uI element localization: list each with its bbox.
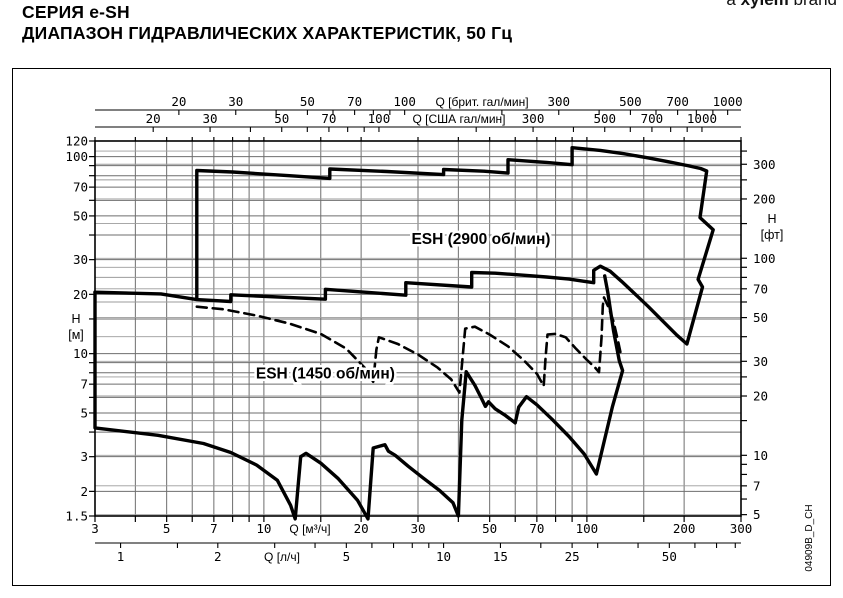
x-axis-us-gpm: 20 30 50 70 100 300 500 700 1000 Q [США гал/мин] [95,111,741,132]
x-axis-uk-gpm-tick-label: 100 [393,94,416,109]
brand-logo-clipped: a xylem brand [726,0,837,12]
x-axis-us-gpm-tick-label: 20 [146,111,161,126]
x-axis-us-gpm-tick-label: 500 [593,111,616,126]
x-axis-m3h-tick-label: 300 [730,521,753,536]
y-axis-m-title: H [71,312,80,326]
y-axis-m-tick-label: 30 [73,252,88,267]
x-axis-m3h-tick-label: 10 [256,521,271,536]
y-axis-m-tick-label: 7 [80,377,88,392]
y-axis-m-tick-label: 5 [80,405,88,420]
x-axis-us-gpm-tick-label: 700 [641,111,664,126]
y-axis-m-tick-label: 20 [73,287,88,302]
envelope-path [93,146,715,346]
x-axis-m3h-tick-label: 100 [576,521,599,536]
y-axis-m-tick-label: 3 [80,449,88,464]
x-axis-us-gpm-title: Q [США гал/мин] [412,112,505,126]
x-axis-uk-gpm-tick-label: 70 [347,94,362,109]
y-axis-ft-tick-label: 5 [753,507,761,522]
y-axis-ft-tick-label: 70 [753,281,768,296]
x-axis-m3h-tick-label: 7 [210,521,218,536]
x-axis-uk-gpm: 20 30 50 70 100 300 500 700 1000 Q [брит. гал/мин… [95,94,743,115]
x-axis-m3h-tick-label: 200 [673,521,696,536]
y-axis-m-tick-label: 120 [65,134,88,149]
x-axis-m3h-tick-label: 5 [163,521,171,536]
x-axis-m3h-labels: 3 5 7 10 20 30 50 70 100 200 300 Q [м³/ч] [91,521,752,536]
x-axis-m3h-tick-label: 3 [91,521,99,536]
chart-outer-border [12,68,831,586]
y-axis-ft-tick-label: 50 [753,310,768,325]
x-axis-uk-gpm-tick-label: 1000 [713,94,743,109]
y-axis-m-tick-label: 2 [80,484,88,499]
x-axis-m3h-title: Q [м³/ч] [289,522,330,536]
x-axis-m3h-tick-label: 30 [410,521,425,536]
y-axis-m-tick-label: 100 [65,149,88,164]
series-2900 [93,146,715,521]
x-axis-uk-gpm-tick-label: 30 [228,94,243,109]
xylem-brand-text: a xylem brand [726,0,837,10]
page-title: СЕРИЯ e-SH ДИАПАЗОН ГИДРАВЛИЧЕСКИХ ХАРАК… [22,2,512,43]
series-1450 [195,296,622,394]
grid-layer [94,140,742,517]
x-axis-m3h-tick-label: 20 [354,521,369,536]
x-axis-lps-tick-label: 2 [214,549,222,564]
x-axis-lps-tick-label: 25 [565,549,580,564]
y-axis-m-tick-label: 1.5 [65,509,88,524]
y-axis-ft-tick-label: 7 [753,478,761,493]
y-axis-ft-tick-label: 200 [753,191,776,206]
x-axis-lps-title: Q [л/ч] [264,550,300,564]
y-axis-m-tick-label: 50 [73,208,88,223]
y-axis-ft-labels: 300 200 100 70 50 30 20 10 7 5 H [фт] [753,157,783,522]
y-axis-ft-tick-label: 30 [753,354,768,369]
x-axis-uk-gpm-tick-label: 50 [300,94,315,109]
x-axis-uk-gpm-tick-label: 700 [666,94,689,109]
y-axis-m-tick-label: 10 [73,346,88,361]
x-axis-us-gpm-tick-label: 1000 [687,111,717,126]
y-axis-ft-unit: [фт] [761,228,784,242]
y-axis-ft-tick-label: 100 [753,251,776,266]
x-axis-us-gpm-tick-label: 100 [368,111,391,126]
y-axis-ft-tick-label: 300 [753,157,776,172]
page-title-series: СЕРИЯ e-SH [22,2,130,22]
x-axis-lps-tick-label: 10 [436,549,451,564]
x-axis-uk-gpm-tick-label: 300 [547,94,570,109]
x-axis-lps-tick-label: 50 [662,549,677,564]
x-axis-lps: 1 2 5 10 15 25 50Q [л/ч] [95,542,741,564]
y-axis-ft-title: H [767,212,776,226]
x-axis-m3h-tick-label: 50 [482,521,497,536]
x-axis-us-gpm-tick-label: 30 [203,111,218,126]
x-axis-us-gpm-tick-label: 300 [522,111,545,126]
x-axis-uk-gpm-title: Q [брит. гал/мин] [435,95,528,109]
curve-label: ESH (1450 об/мин) [256,365,395,382]
doc-code: 04909B_D_CH [804,504,815,571]
page-title-subtitle: ДИАПАЗОН ГИДРАВЛИЧЕСКИХ ХАРАКТЕРИСТИК, 5… [22,22,513,43]
x-axis-lps-tick-label: 5 [343,549,351,564]
x-axis-lps-tick-label: 15 [493,549,508,564]
y-axis-m-unit: [м] [68,328,84,342]
envelope-path [195,296,622,394]
x-axis-us-gpm-tick-label: 50 [274,111,289,126]
x-axis-lps-tick-label: 1 [117,549,125,564]
x-axis-uk-gpm-tick-label: 500 [619,94,642,109]
envelope-path [93,274,625,521]
x-axis-us-gpm-tick-label: 70 [321,111,336,126]
x-axis-m3h-tick-label: 70 [529,521,544,536]
y-axis-ft-tick-label: 20 [753,389,768,404]
x-axis-uk-gpm-tick-label: 20 [171,94,186,109]
y-axis-ft-tick-label: 10 [753,448,768,463]
y-axis-m-tick-label: 70 [73,180,88,195]
curve-label: ESH (2900 об/мин) [411,231,550,248]
frame-ticks [89,137,747,522]
